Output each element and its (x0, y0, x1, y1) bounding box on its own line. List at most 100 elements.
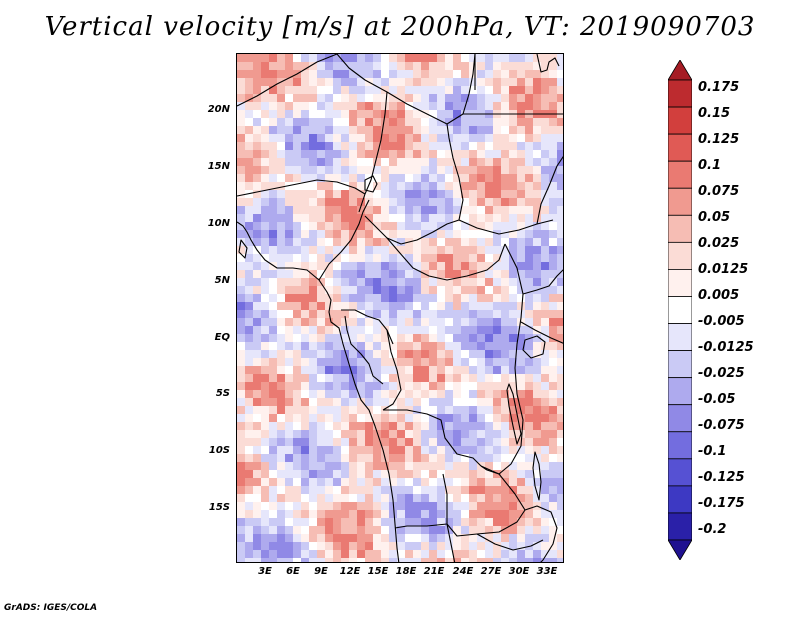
field-cell (325, 86, 334, 95)
field-cell (421, 246, 430, 255)
field-cell (293, 478, 302, 487)
field-cell (309, 518, 318, 527)
field-cell (309, 430, 318, 439)
field-cell (333, 198, 342, 207)
field-cell (285, 150, 294, 159)
field-cell (421, 518, 430, 527)
field-cell (357, 366, 366, 375)
field-cell (485, 118, 494, 127)
field-cell (541, 278, 550, 287)
field-cell (325, 214, 334, 223)
field-cell (293, 214, 302, 223)
field-cell (389, 558, 398, 562)
field-cell (261, 326, 270, 335)
field-cell (317, 550, 326, 559)
field-cell (557, 134, 563, 143)
field-cell (461, 302, 470, 311)
field-cell (389, 390, 398, 399)
field-cell (429, 278, 438, 287)
field-cell (253, 118, 262, 127)
field-cell (373, 470, 382, 479)
field-cell (453, 222, 462, 231)
field-cell (373, 382, 382, 391)
field-cell (253, 510, 262, 519)
field-cell (533, 374, 542, 383)
field-cell (245, 382, 254, 391)
field-cell (381, 230, 390, 239)
field-cell (525, 318, 534, 327)
field-cell (557, 126, 563, 135)
field-cell (301, 118, 310, 127)
field-cell (421, 70, 430, 79)
field-cell (405, 518, 414, 527)
field-cell (541, 174, 550, 183)
field-cell (309, 62, 318, 71)
field-cell (421, 398, 430, 407)
field-cell (269, 326, 278, 335)
field-cell (453, 142, 462, 151)
field-cell (277, 414, 286, 423)
field-cell (477, 486, 486, 495)
field-cell (293, 278, 302, 287)
field-cell (285, 302, 294, 311)
field-cell (461, 502, 470, 511)
field-cell (341, 310, 350, 319)
field-cell (293, 350, 302, 359)
field-cell (453, 206, 462, 215)
field-cell (469, 470, 478, 479)
field-cell (517, 302, 526, 311)
field-cell (341, 238, 350, 247)
field-cell (437, 134, 446, 143)
field-cell (373, 246, 382, 255)
field-cell (245, 118, 254, 127)
field-cell (333, 382, 342, 391)
field-cell (461, 86, 470, 95)
field-cell (413, 374, 422, 383)
colorbar-box (668, 512, 692, 541)
field-cell (485, 518, 494, 527)
field-cell (413, 78, 422, 87)
field-cell (269, 198, 278, 207)
field-cell (485, 222, 494, 231)
field-cell (413, 502, 422, 511)
field-cell (485, 102, 494, 111)
field-cell (261, 238, 270, 247)
field-cell (269, 158, 278, 167)
field-cell (549, 350, 558, 359)
field-cell (317, 142, 326, 151)
field-cell (485, 430, 494, 439)
colorbar-bottom-arrow (668, 539, 692, 560)
field-cell (549, 486, 558, 495)
field-cell (381, 342, 390, 351)
field-cell (269, 310, 278, 319)
field-cell (389, 350, 398, 359)
field-cell (309, 470, 318, 479)
lon-label-6e: 6E (286, 566, 300, 577)
field-cell (421, 550, 430, 559)
field-cell (365, 422, 374, 431)
field-cell (549, 214, 558, 223)
field-cell (509, 134, 518, 143)
field-cell (325, 102, 334, 111)
field-cell (325, 526, 334, 535)
field-cell (493, 326, 502, 335)
field-cell (413, 382, 422, 391)
field-cell (557, 430, 563, 439)
field-cell (549, 230, 558, 239)
field-cell (477, 166, 486, 175)
field-cell (533, 550, 542, 559)
field-cell (333, 526, 342, 535)
field-cell (333, 182, 342, 191)
field-cell (333, 118, 342, 127)
border-ethiopia (536, 156, 563, 225)
field-cell (269, 62, 278, 71)
field-cell (293, 414, 302, 423)
field-cell (325, 454, 334, 463)
field-cell (549, 166, 558, 175)
field-cell (445, 254, 454, 263)
field-cell (269, 262, 278, 271)
field-cell (397, 534, 406, 543)
field-cell (429, 54, 438, 63)
field-cell (461, 262, 470, 271)
field-cell (325, 494, 334, 503)
